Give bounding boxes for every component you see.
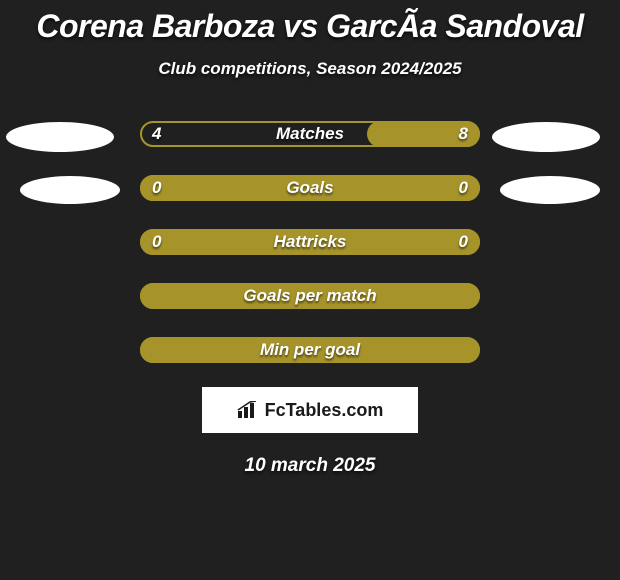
- stats-container: 48Matches 00Goals 00Hattricks Goals per mat…: [0, 121, 620, 363]
- stat-label: Hattricks: [140, 229, 480, 255]
- stat-bar: 00Goals: [140, 175, 480, 201]
- player-ellipse: [6, 122, 114, 152]
- logo-text: FcTables.com: [265, 400, 384, 421]
- stat-label: Min per goal: [140, 337, 480, 363]
- player-ellipse: [492, 122, 600, 152]
- stat-bar: 48Matches: [140, 121, 480, 147]
- bar-chart-icon: [237, 401, 259, 419]
- date-text: 10 march 2025: [0, 455, 620, 477]
- stat-label: Matches: [140, 121, 480, 147]
- stat-label: Goals: [140, 175, 480, 201]
- page-title: Corena Barboza vs GarcÃ­a Sandoval: [0, 0, 620, 45]
- stat-row: Min per goal: [0, 337, 620, 363]
- stat-row: Goals per match: [0, 283, 620, 309]
- stat-row: 00Hattricks: [0, 229, 620, 255]
- stat-bar: Goals per match: [140, 283, 480, 309]
- stat-label: Goals per match: [140, 283, 480, 309]
- page-subtitle: Club competitions, Season 2024/2025: [0, 59, 620, 79]
- fctables-logo: FcTables.com: [202, 387, 418, 433]
- player-ellipse: [20, 176, 120, 204]
- stat-bar: Min per goal: [140, 337, 480, 363]
- stat-bar: 00Hattricks: [140, 229, 480, 255]
- player-ellipse: [500, 176, 600, 204]
